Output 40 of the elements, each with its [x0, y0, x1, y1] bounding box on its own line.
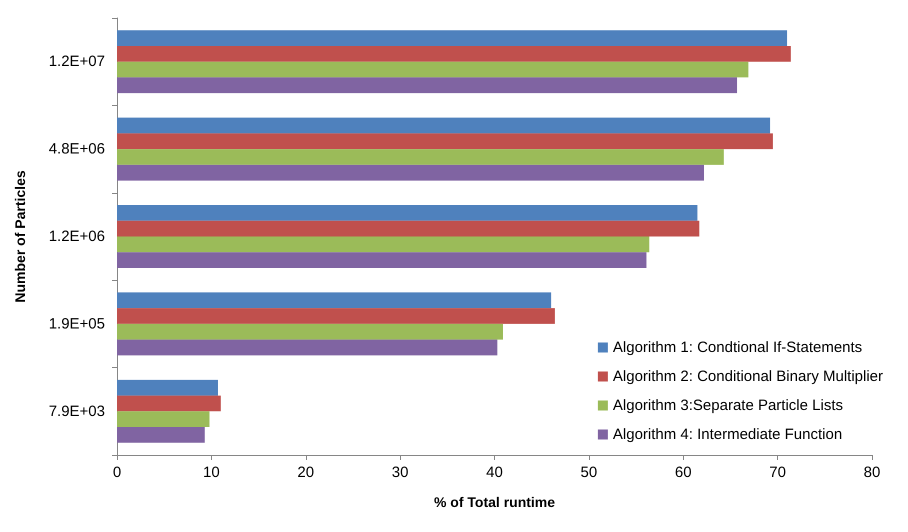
y-tick-label: 4.8E+06 — [48, 140, 105, 158]
bar — [117, 164, 704, 181]
x-tick-label: 60 — [674, 464, 692, 481]
bar — [117, 427, 205, 443]
bar — [117, 46, 791, 62]
bar — [117, 133, 773, 150]
x-tick-label: 80 — [864, 464, 880, 481]
bar — [117, 411, 210, 428]
bar — [117, 30, 788, 46]
x-tick-label: 0 — [112, 464, 122, 481]
bar — [117, 62, 748, 78]
bar — [117, 324, 503, 340]
bar — [117, 149, 724, 165]
y-tick-label: 1.9E+05 — [48, 315, 105, 332]
x-tick-label: 10 — [203, 464, 220, 481]
bar — [117, 236, 650, 252]
y-axis-title: Number of Particles — [12, 170, 28, 303]
bar — [117, 252, 646, 268]
bar — [117, 380, 218, 396]
x-tick-label: 20 — [297, 464, 314, 481]
x-tick-label: 40 — [486, 464, 503, 481]
legend-label: Algorithm 2: Conditional Binary Multiplier — [612, 368, 884, 385]
bar — [117, 308, 555, 324]
legend-label: Algorithm 1: Condtional If-Statements — [612, 339, 862, 356]
y-tick-label: 7.9E+03 — [48, 402, 105, 420]
x-tick-label: 70 — [769, 464, 786, 481]
bar — [117, 340, 498, 356]
bar — [117, 205, 698, 221]
legend-label: Algorithm 3:Separate Particle Lists — [612, 397, 843, 414]
bar — [117, 292, 552, 308]
x-axis-title: % of Total runtime — [434, 494, 556, 510]
y-tick-label: 1.2E+06 — [48, 228, 105, 245]
y-tick-label: 1.2E+07 — [48, 53, 105, 70]
bar — [117, 396, 221, 412]
x-tick-label: 50 — [580, 464, 598, 481]
bar — [117, 77, 738, 94]
legend-label: Algorithm 4: Intermediate Function — [612, 426, 842, 443]
bar — [117, 118, 770, 134]
x-tick-label: 30 — [392, 464, 408, 481]
bar — [117, 220, 700, 236]
